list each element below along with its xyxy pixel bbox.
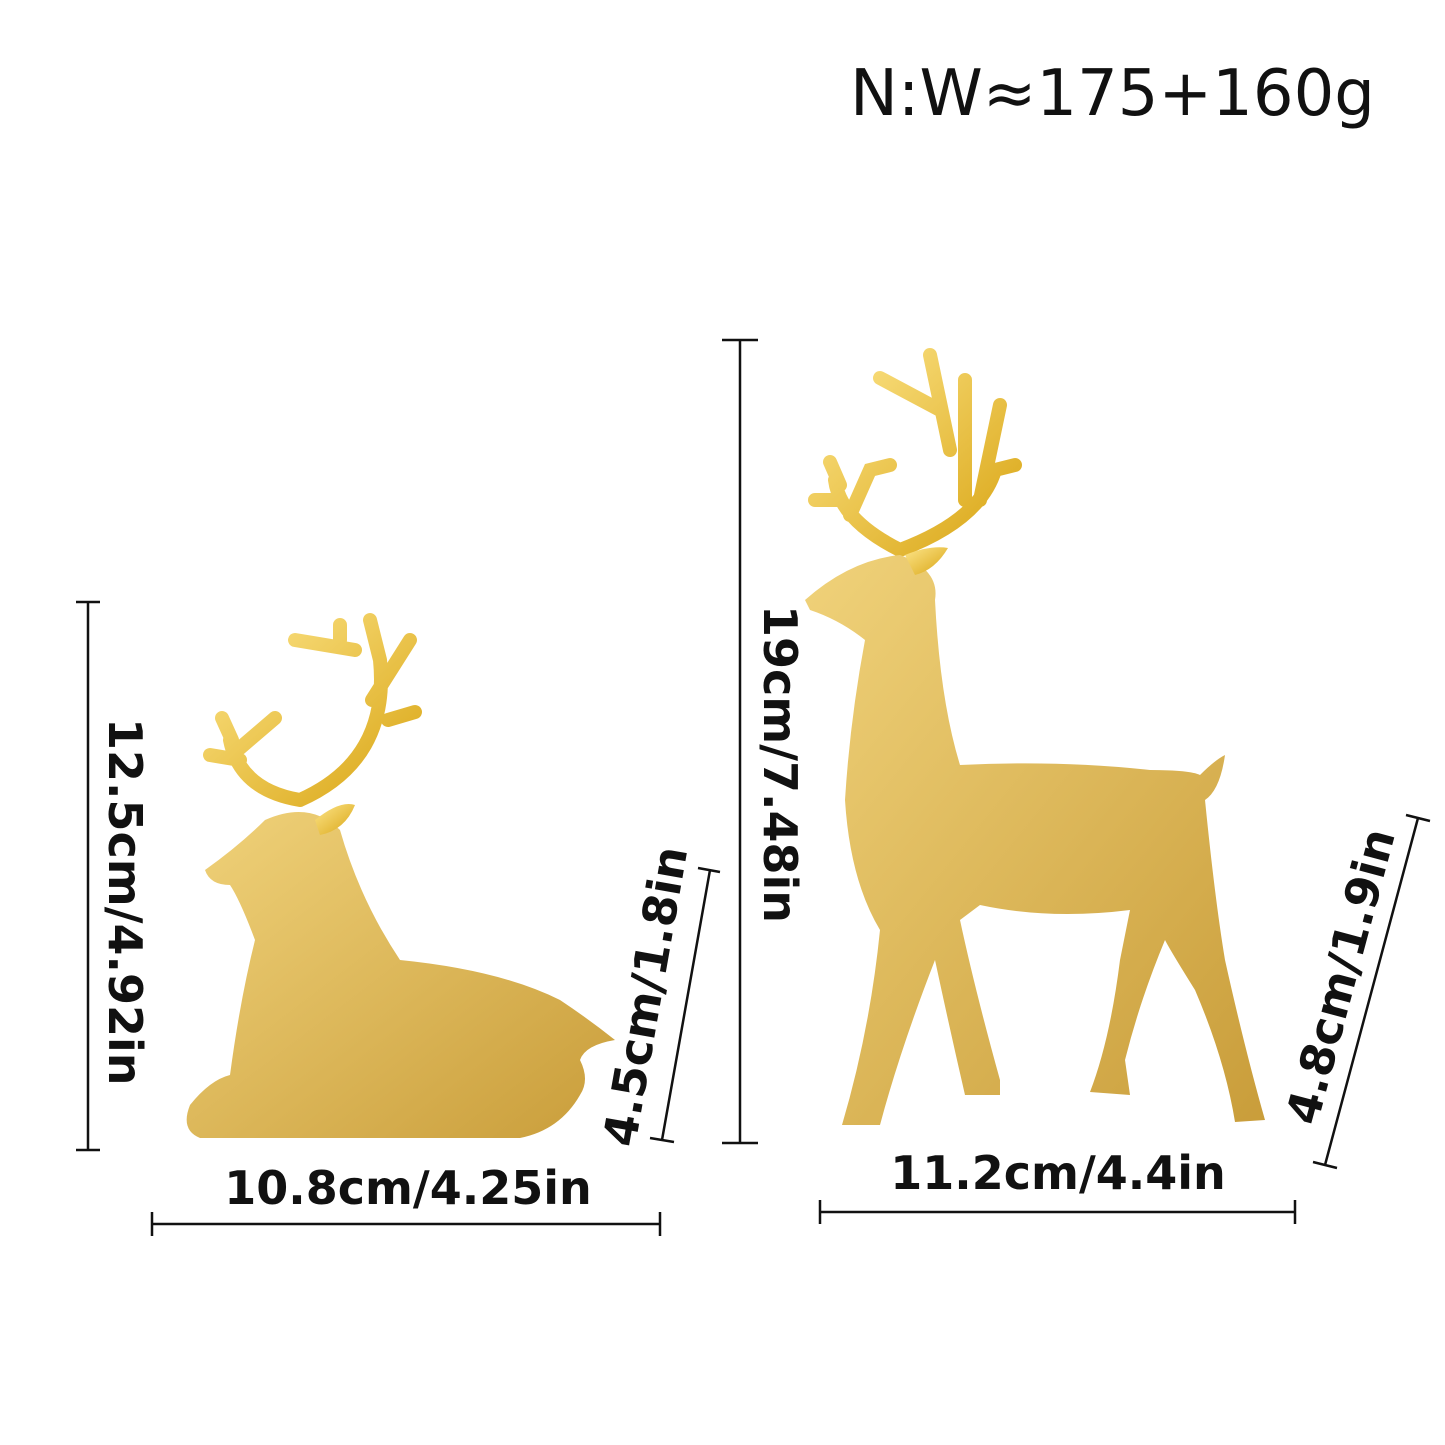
- standing-height-line: [722, 338, 758, 1145]
- weight-label: N:W≈175+160g: [850, 57, 1375, 131]
- standing-deer-body: [805, 555, 1265, 1125]
- standing-height-label: 19cm/7.48in: [753, 605, 807, 924]
- lying-height-label: 12.5cm/4.92in: [98, 718, 152, 1086]
- lying-width-line: [150, 1212, 662, 1236]
- standing-width-line: [818, 1200, 1297, 1224]
- dimension-lines: [76, 338, 1431, 1236]
- standing-deer-figurine: [805, 348, 1265, 1125]
- standing-deer-ear: [905, 547, 948, 575]
- standing-width-label: 11.2cm/4.4in: [890, 1146, 1226, 1200]
- lying-deer-body: [186, 812, 615, 1138]
- lying-height-line: [76, 600, 100, 1152]
- standing-deer-antlers: [808, 348, 1022, 557]
- standing-depth-line: [1312, 813, 1431, 1170]
- lying-width-label: 10.8cm/4.25in: [224, 1161, 592, 1215]
- lying-depth-line: [649, 866, 721, 1144]
- lying-deer-ear: [315, 804, 355, 835]
- lying-deer-antlers: [203, 613, 422, 807]
- lying-deer-figurine: [186, 613, 615, 1138]
